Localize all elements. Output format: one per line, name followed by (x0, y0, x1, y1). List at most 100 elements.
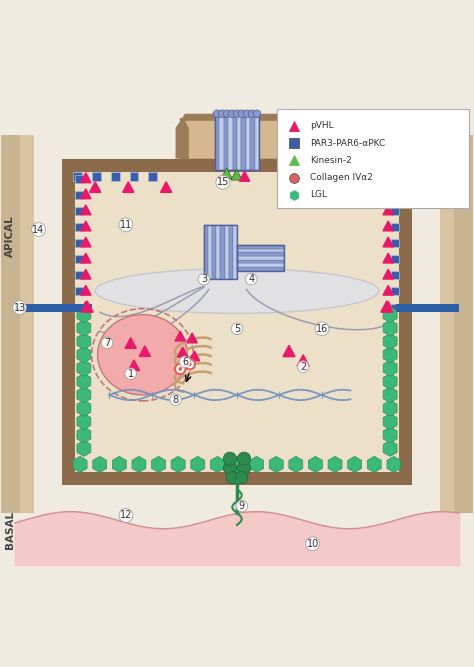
Polygon shape (90, 182, 101, 192)
Text: 6: 6 (182, 357, 188, 367)
Bar (204, 225, 208, 279)
Polygon shape (81, 237, 91, 247)
Polygon shape (283, 346, 295, 357)
Text: 1: 1 (128, 369, 134, 379)
Polygon shape (139, 346, 150, 356)
Text: APICAL: APICAL (5, 215, 15, 257)
Bar (237, 259, 284, 263)
Polygon shape (175, 331, 185, 341)
Bar (392, 239, 399, 247)
Polygon shape (191, 456, 205, 472)
Circle shape (184, 359, 195, 370)
Polygon shape (81, 253, 91, 263)
Polygon shape (383, 221, 393, 231)
Polygon shape (383, 387, 397, 403)
Bar (241, 116, 246, 171)
Bar (246, 116, 250, 171)
Text: PAR3-PAR6-αPKC: PAR3-PAR6-αPKC (310, 139, 385, 147)
Bar (392, 175, 399, 183)
Polygon shape (297, 355, 309, 366)
Bar (336, 172, 344, 181)
Polygon shape (77, 334, 91, 350)
Polygon shape (331, 182, 342, 192)
Bar (224, 116, 228, 171)
Polygon shape (328, 456, 342, 472)
Bar (75, 255, 82, 263)
Polygon shape (367, 456, 381, 472)
Polygon shape (81, 269, 91, 279)
Circle shape (236, 472, 248, 484)
Text: 5: 5 (234, 323, 240, 334)
Bar (392, 207, 399, 215)
Circle shape (178, 367, 182, 371)
Bar (237, 267, 284, 271)
Polygon shape (383, 253, 393, 263)
Polygon shape (383, 269, 393, 279)
Bar (75, 223, 82, 231)
Circle shape (175, 364, 185, 374)
Polygon shape (77, 347, 91, 363)
Polygon shape (383, 205, 393, 215)
Polygon shape (383, 347, 397, 363)
Polygon shape (77, 307, 91, 323)
Polygon shape (62, 119, 412, 485)
Bar (250, 116, 255, 171)
Bar (233, 225, 237, 279)
Bar (75, 287, 82, 295)
Polygon shape (81, 301, 91, 311)
Polygon shape (383, 334, 397, 350)
Polygon shape (368, 182, 380, 192)
Polygon shape (383, 374, 397, 390)
Text: Collagen IVα2: Collagen IVα2 (310, 173, 373, 182)
Ellipse shape (98, 315, 187, 395)
Polygon shape (383, 320, 397, 336)
Bar (233, 116, 237, 171)
Polygon shape (239, 171, 250, 181)
Text: 3: 3 (201, 274, 207, 284)
Circle shape (226, 472, 238, 484)
Polygon shape (383, 301, 393, 311)
Text: 9: 9 (239, 501, 245, 511)
Polygon shape (77, 427, 91, 443)
Text: 10: 10 (307, 539, 319, 549)
Bar (392, 191, 399, 199)
Bar (75, 191, 82, 199)
Bar (215, 116, 259, 171)
Polygon shape (383, 307, 397, 323)
Bar (75, 175, 82, 183)
Polygon shape (77, 414, 91, 430)
Polygon shape (230, 456, 244, 472)
FancyBboxPatch shape (277, 109, 469, 208)
Polygon shape (0, 135, 19, 513)
Polygon shape (81, 285, 91, 295)
Polygon shape (187, 333, 197, 343)
Circle shape (237, 452, 251, 466)
Polygon shape (152, 456, 165, 472)
Polygon shape (75, 172, 399, 472)
Polygon shape (77, 387, 91, 403)
Bar (392, 223, 399, 231)
Polygon shape (62, 472, 412, 485)
Bar (237, 249, 284, 252)
Bar (392, 271, 399, 279)
Bar (392, 255, 399, 263)
Polygon shape (383, 414, 397, 430)
Polygon shape (132, 456, 146, 472)
Polygon shape (348, 456, 362, 472)
Polygon shape (231, 169, 242, 180)
Polygon shape (77, 374, 91, 390)
Polygon shape (128, 360, 140, 371)
Bar (208, 225, 212, 279)
Polygon shape (62, 159, 75, 485)
Polygon shape (123, 182, 134, 192)
Circle shape (233, 110, 241, 117)
Bar (237, 245, 284, 271)
Circle shape (228, 110, 236, 117)
Bar (237, 256, 284, 259)
Bar (237, 245, 284, 249)
Bar (216, 225, 220, 279)
Text: LGL: LGL (310, 190, 327, 199)
Text: pVHL: pVHL (310, 121, 334, 131)
Polygon shape (112, 456, 126, 472)
Circle shape (248, 110, 256, 117)
